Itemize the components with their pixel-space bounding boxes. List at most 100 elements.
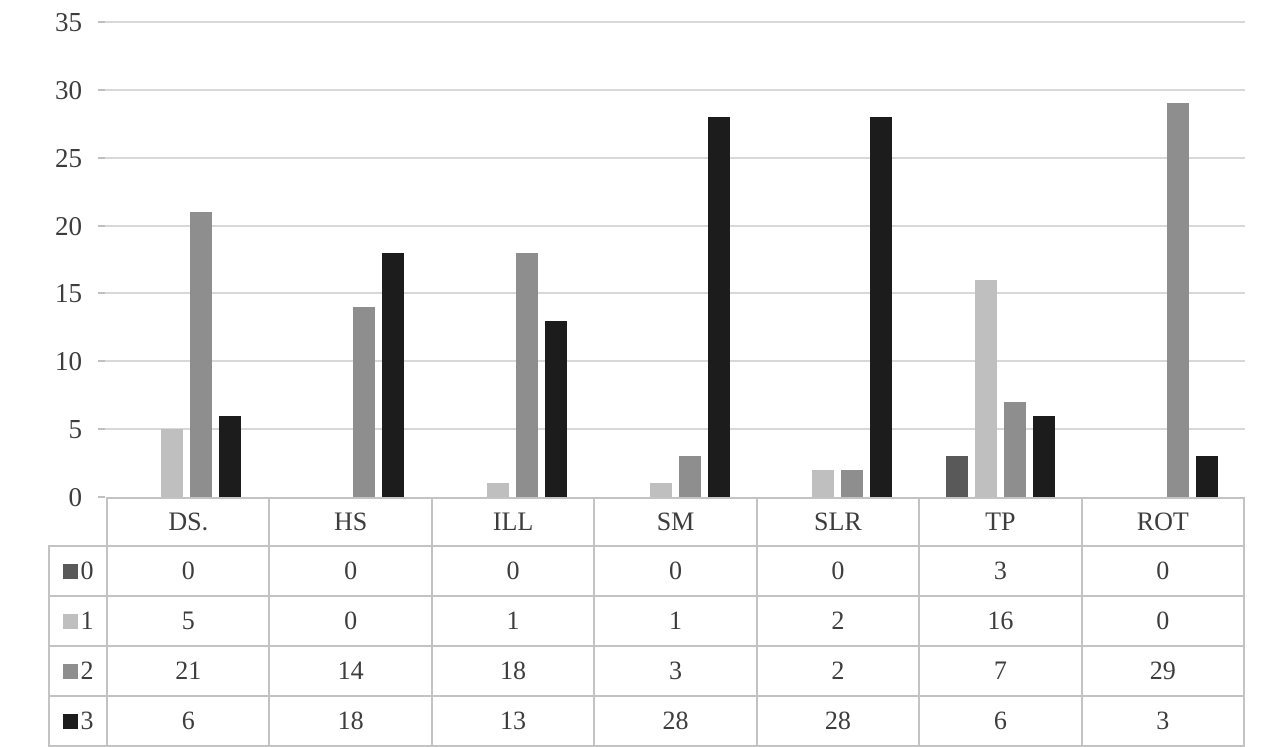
bar-ill-series-1 <box>486 483 509 497</box>
y-axis-label-10: 10 <box>55 346 82 377</box>
y-tick-mark-15 <box>98 292 105 295</box>
legend-swatch-icon-series-0 <box>62 563 78 579</box>
y-axis-label-30: 30 <box>55 74 82 105</box>
table-corner-cell <box>49 498 107 546</box>
gridline-30 <box>105 88 1245 91</box>
legend-key-series-0: 0 <box>48 545 108 597</box>
bar-group-hs <box>268 22 431 497</box>
value-cell-ill-series-3: 13 <box>430 695 596 747</box>
value-cell-ill-series-2: 18 <box>430 645 596 697</box>
bar-ds-series-2 <box>189 212 212 497</box>
value-cell-ill-series-0: 0 <box>430 545 596 597</box>
bar-group-ds <box>105 22 268 497</box>
y-axis-label-15: 15 <box>55 278 82 309</box>
legend-swatch-icon-series-1 <box>62 613 78 629</box>
category-header-ds: DS. <box>105 497 271 547</box>
value-cell-hs-series-3: 18 <box>268 695 433 747</box>
y-axis-label-0: 0 <box>68 482 83 512</box>
y-axis-label-5: 5 <box>68 414 83 445</box>
value-cell-sm-series-1: 1 <box>593 595 758 647</box>
bar-group-sm <box>594 22 757 497</box>
legend-swatch-icon-series-3 <box>62 713 78 729</box>
value-cell-rot-series-3: 3 <box>1080 695 1246 747</box>
legend-swatch-icon-series-2 <box>62 663 78 679</box>
y-axis-label-35: 35 <box>55 7 82 37</box>
legend-label-series-3: 3 <box>80 706 94 736</box>
value-cell-hs-series-0: 0 <box>268 545 433 597</box>
table-row-series-3: 3 6 18 13 28 28 6 3 <box>48 695 1246 747</box>
category-header-rot: ROT <box>1080 497 1246 547</box>
bar-slr-series-1 <box>812 470 835 497</box>
bar-ds-series-1 <box>160 429 183 497</box>
value-cell-rot-series-0: 0 <box>1080 545 1246 597</box>
legend-label-series-1: 1 <box>80 606 94 636</box>
bar-ill-series-3 <box>544 321 567 497</box>
value-cell-rot-series-1: 0 <box>1080 595 1246 647</box>
chart-data-table: DS. HS ILL SM SLR TP ROT 0 0 0 0 0 0 3 0 1 5 0 1 1 2 16 0 2 21 14… <box>48 497 1246 747</box>
category-header-sm: SM <box>593 497 758 547</box>
bar-tp-series-3 <box>1033 416 1056 497</box>
value-cell-hs-series-1: 0 <box>268 595 433 647</box>
value-cell-tp-series-3: 6 <box>918 695 1083 747</box>
gridline-5 <box>105 428 1245 431</box>
bar-group-slr <box>756 22 919 497</box>
gridline-25 <box>105 156 1245 159</box>
legend-key-series-3: 3 <box>48 695 108 747</box>
bar-slr-series-2 <box>841 470 864 497</box>
table-row-series-2: 2 21 14 18 3 2 7 29 <box>48 645 1246 697</box>
gridline-15 <box>105 292 1245 295</box>
bar-rot-series-2 <box>1167 103 1190 497</box>
bar-ds-series-3 <box>218 416 241 497</box>
bar-sm-series-2 <box>678 456 701 497</box>
y-axis-label-20: 20 <box>55 210 82 241</box>
bar-ill-series-2 <box>515 253 538 497</box>
value-cell-ds-series-2: 21 <box>105 645 271 697</box>
bar-slr-series-3 <box>870 117 893 497</box>
value-cell-ds-series-1: 5 <box>105 595 271 647</box>
y-tick-mark-10 <box>98 360 105 363</box>
value-cell-tp-series-1: 16 <box>918 595 1083 647</box>
legend-label-series-0: 0 <box>80 556 94 586</box>
y-tick-mark-35 <box>98 21 105 23</box>
plot-area <box>105 22 1245 497</box>
bar-tp-series-0 <box>946 456 969 497</box>
legend-label-series-2: 2 <box>80 656 94 686</box>
value-cell-slr-series-0: 0 <box>755 545 921 597</box>
bar-rot-series-3 <box>1196 456 1219 497</box>
value-cell-sm-series-0: 0 <box>593 545 758 597</box>
bar-group-tp <box>919 22 1082 497</box>
value-cell-sm-series-2: 3 <box>593 645 758 697</box>
value-cell-tp-series-0: 3 <box>918 545 1083 597</box>
category-header-hs: HS <box>268 497 433 547</box>
legend-key-series-2: 2 <box>48 645 108 697</box>
value-cell-sm-series-3: 28 <box>593 695 758 747</box>
legend-key-series-1: 1 <box>48 595 108 647</box>
bar-sm-series-3 <box>707 117 730 497</box>
bar-tp-series-1 <box>975 280 998 497</box>
value-cell-slr-series-2: 2 <box>755 645 921 697</box>
gridline-10 <box>105 360 1245 363</box>
y-tick-mark-0 <box>98 496 105 498</box>
y-tick-mark-30 <box>98 88 105 91</box>
bar-sm-series-1 <box>649 483 672 497</box>
category-header-ill: ILL <box>430 497 596 547</box>
bar-hs-series-2 <box>352 307 375 497</box>
value-cell-ds-series-0: 0 <box>105 545 271 597</box>
bar-group-ill <box>431 22 594 497</box>
bar-tp-series-2 <box>1004 402 1027 497</box>
table-row-series-1: 1 5 0 1 1 2 16 0 <box>48 595 1246 647</box>
category-header-tp: TP <box>918 497 1083 547</box>
y-tick-mark-20 <box>98 224 105 227</box>
value-cell-rot-series-2: 29 <box>1080 645 1246 697</box>
value-cell-hs-series-2: 14 <box>268 645 433 697</box>
value-cell-tp-series-2: 7 <box>918 645 1083 697</box>
gridline-20 <box>105 224 1245 227</box>
y-tick-mark-25 <box>98 156 105 159</box>
value-cell-slr-series-3: 28 <box>755 695 921 747</box>
bar-group-rot <box>1082 22 1245 497</box>
y-axis-label-25: 25 <box>55 142 82 173</box>
value-cell-ds-series-3: 6 <box>105 695 271 747</box>
value-cell-slr-series-1: 2 <box>755 595 921 647</box>
